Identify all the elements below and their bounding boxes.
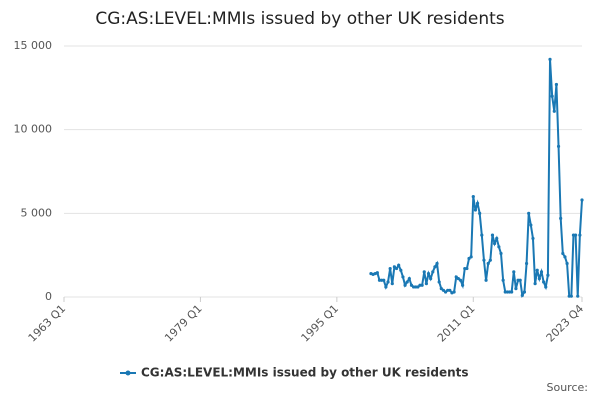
data-point — [475, 201, 480, 205]
data-point — [435, 261, 439, 266]
data-point — [384, 285, 388, 289]
data-point — [514, 287, 518, 291]
data-point — [473, 208, 478, 212]
data-point — [482, 258, 486, 262]
data-point — [569, 294, 573, 298]
data-point — [390, 282, 394, 286]
data-point — [544, 285, 548, 289]
data-point — [580, 198, 584, 202]
data-point — [490, 233, 495, 237]
data-point — [469, 255, 473, 259]
legend-label: CG:AS:LEVEL:MMIs issued by other UK resi… — [141, 366, 469, 380]
data-point — [484, 278, 488, 282]
data-point — [403, 283, 407, 287]
data-point — [559, 216, 563, 220]
data-point — [531, 236, 535, 241]
y-tick-label: 10 000 — [14, 123, 53, 136]
data-point — [548, 57, 552, 61]
data-point — [401, 275, 405, 279]
data-point — [422, 270, 426, 274]
data-point — [499, 251, 503, 256]
data-point — [488, 258, 492, 262]
series-line — [370, 59, 583, 299]
data-point — [420, 283, 424, 287]
data-point — [465, 266, 469, 271]
data-point — [539, 270, 544, 274]
data-point — [537, 276, 541, 281]
data-point — [452, 290, 456, 294]
data-point — [512, 270, 516, 274]
y-tick-label: 15 000 — [14, 39, 53, 52]
data-point — [501, 278, 505, 282]
data-point — [497, 245, 501, 249]
data-point — [552, 109, 556, 113]
data-point — [407, 276, 411, 281]
data-point — [554, 82, 559, 87]
data-point — [574, 233, 578, 237]
data-point — [518, 278, 522, 282]
data-point — [471, 195, 475, 199]
data-point — [561, 251, 565, 256]
x-tick-label: 1979 Q1 — [162, 302, 205, 345]
data-point — [527, 211, 531, 215]
data-point — [522, 290, 527, 294]
data-point — [542, 280, 546, 284]
data-point — [448, 288, 452, 292]
data-point — [495, 236, 499, 241]
data-point — [535, 268, 539, 272]
data-point — [556, 144, 561, 148]
data-point — [510, 290, 514, 294]
y-tick-label: 5 000 — [21, 206, 53, 219]
data-point — [576, 294, 580, 298]
data-point — [388, 266, 392, 271]
data-point — [461, 283, 465, 287]
data-point — [386, 280, 390, 284]
data-point — [533, 282, 537, 286]
data-point — [546, 273, 550, 277]
data-point — [394, 266, 399, 271]
data-point — [433, 265, 437, 269]
data-point — [399, 268, 403, 272]
data-point — [382, 278, 386, 282]
x-tick-label: 1963 Q1 — [26, 302, 69, 345]
data-point — [486, 261, 490, 266]
data-point — [426, 271, 431, 276]
x-tick-label: 1995 Q1 — [299, 302, 342, 345]
data-point — [397, 263, 401, 267]
data-point — [524, 261, 529, 266]
data-point — [458, 278, 463, 282]
data-point — [431, 270, 435, 274]
x-tick-label: 2011 Q1 — [435, 302, 478, 345]
data-point — [550, 94, 554, 98]
data-point — [578, 233, 582, 237]
data-point — [405, 280, 409, 284]
legend-marker — [125, 370, 131, 376]
data-point — [520, 293, 524, 297]
data-point — [493, 241, 497, 246]
data-point — [565, 261, 569, 266]
data-point — [429, 276, 433, 281]
y-tick-label: 0 — [45, 290, 52, 303]
data-point — [563, 255, 567, 259]
data-point — [529, 223, 533, 227]
data-point — [478, 211, 482, 215]
data-point — [437, 280, 441, 284]
data-point — [480, 233, 484, 237]
x-tick-label: 2023 Q4 — [544, 302, 587, 345]
chart-title: CG:AS:LEVEL:MMIs issued by other UK resi… — [95, 9, 504, 29]
source: Source: — [547, 381, 589, 394]
data-point — [375, 271, 379, 275]
data-point — [424, 282, 428, 286]
